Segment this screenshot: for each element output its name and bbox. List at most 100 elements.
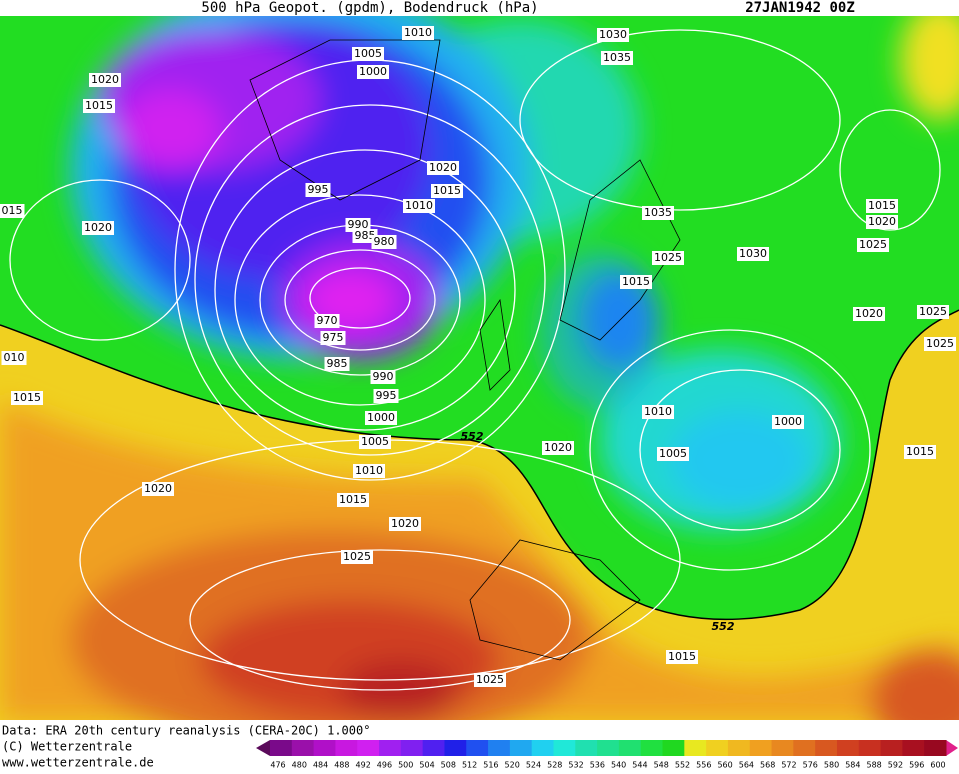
colorbar-swatch bbox=[270, 740, 293, 756]
colorbar-label: 492 bbox=[356, 761, 371, 770]
isobar-label-bg bbox=[352, 229, 378, 243]
isobar-label-bg bbox=[305, 183, 331, 197]
isobar-label: 1030 bbox=[599, 28, 627, 41]
isobar-label-bg bbox=[142, 482, 174, 496]
colorbar-swatch bbox=[902, 740, 925, 756]
colorbar-swatch bbox=[335, 740, 358, 756]
isobar-label-bg bbox=[365, 411, 397, 425]
isobar-label-bg bbox=[82, 221, 114, 235]
isobar-label-bg bbox=[83, 99, 115, 113]
isobar-label: 990 bbox=[348, 218, 369, 231]
isobar-label: 1015 bbox=[868, 199, 896, 212]
colorbar-label: 504 bbox=[419, 761, 434, 770]
colorbar-label: 580 bbox=[824, 761, 839, 770]
isobar-label-bg bbox=[89, 73, 121, 87]
isobar-label: 1000 bbox=[359, 65, 387, 78]
isobar-label-bg bbox=[666, 650, 698, 664]
isobar-label-bg bbox=[917, 305, 949, 319]
isobar-label-bg bbox=[320, 331, 346, 345]
colorbar-swatch bbox=[379, 740, 402, 756]
isobar-label: 1020 bbox=[855, 307, 883, 320]
colorbar-swatch bbox=[880, 740, 903, 756]
isobar-label-bg bbox=[314, 314, 340, 328]
isobar-label-bg bbox=[403, 199, 435, 213]
isobar-label: 1015 bbox=[13, 391, 41, 404]
colorbar-swatch bbox=[357, 740, 380, 756]
colorbar-swatch bbox=[858, 740, 882, 756]
colorbar-swatch bbox=[422, 740, 445, 756]
isobar-label-bg bbox=[924, 337, 956, 351]
isobar-label-bg bbox=[853, 307, 885, 321]
colorbar-swatch bbox=[815, 740, 838, 756]
isobar-label-bg bbox=[352, 47, 384, 61]
colorbar-swatch bbox=[531, 740, 554, 756]
colorbar-swatch bbox=[488, 740, 511, 756]
isobar-label: 1025 bbox=[476, 673, 504, 686]
colorbar-label: 544 bbox=[632, 761, 647, 770]
isobar-label: 995 bbox=[308, 183, 329, 196]
isobar-label: 1015 bbox=[339, 493, 367, 506]
isobar-label: 1015 bbox=[668, 650, 696, 663]
isobar-label-bg bbox=[620, 275, 652, 289]
isobar-label: 015 bbox=[2, 204, 23, 217]
isobar-label: 1010 bbox=[355, 464, 383, 477]
isobar-label: 1010 bbox=[644, 405, 672, 418]
isobar-label: 1035 bbox=[603, 51, 631, 64]
colorbar-label: 584 bbox=[845, 761, 860, 770]
isobar-label: 552 bbox=[461, 430, 484, 443]
colorbar-label: 572 bbox=[781, 761, 796, 770]
isobar-label: 990 bbox=[373, 370, 394, 383]
isobar-label: 1025 bbox=[654, 251, 682, 264]
colorbar-label: 484 bbox=[313, 761, 328, 770]
colorbar-label: 564 bbox=[739, 761, 754, 770]
isobar-label-bg bbox=[359, 435, 391, 449]
colorbar-swatch bbox=[771, 740, 794, 756]
isobar-label-bg bbox=[772, 415, 804, 429]
colorbar-swatch bbox=[727, 740, 751, 756]
colorbar-label: 552 bbox=[675, 761, 690, 770]
isobar-label: 552 bbox=[712, 620, 735, 633]
isobar-label: 1020 bbox=[868, 215, 896, 228]
isobar-label-bg bbox=[1, 351, 27, 365]
colorbar-label: 480 bbox=[292, 761, 307, 770]
isobar-label-bg bbox=[737, 247, 769, 261]
isobar-label: 970 bbox=[317, 314, 338, 327]
footer-copyright: (C) Wetterzentrale bbox=[2, 740, 132, 754]
isobar-label: 1015 bbox=[85, 99, 113, 112]
colorbar-swatch bbox=[575, 740, 598, 756]
isobar-label-bg bbox=[542, 441, 574, 455]
isobar-label-bg bbox=[597, 28, 629, 42]
isobar-label-bg bbox=[642, 405, 674, 419]
isobar-label-bg bbox=[0, 204, 25, 218]
isobar-label: 995 bbox=[376, 389, 397, 402]
colorbar-swatch bbox=[597, 740, 620, 756]
colorbar-label: 476 bbox=[270, 761, 285, 770]
colorbar-swatch bbox=[706, 740, 729, 756]
isobar-label: 1020 bbox=[144, 482, 172, 495]
isobar-label: 1025 bbox=[926, 337, 954, 350]
colorbar-label: 600 bbox=[930, 761, 945, 770]
isobar-label-bg bbox=[642, 206, 674, 220]
colorbar-label: 568 bbox=[760, 761, 775, 770]
isobar-label-bg bbox=[353, 464, 385, 478]
colorbar-swatch bbox=[509, 740, 533, 756]
isobar-label-bg bbox=[652, 251, 684, 265]
colorbar-swatch bbox=[400, 740, 424, 756]
colorbar-label: 532 bbox=[568, 761, 583, 770]
isobar-label: 1025 bbox=[859, 238, 887, 251]
isobar-label: 975 bbox=[323, 331, 344, 344]
colorbar-label: 524 bbox=[526, 761, 541, 770]
map-date: 27JAN1942 00Z bbox=[745, 0, 855, 16]
colorbar-label: 560 bbox=[717, 761, 732, 770]
footer-url: www.wetterzentrale.de bbox=[2, 756, 154, 770]
isobar-label-bg bbox=[427, 161, 459, 175]
colorbar-label: 500 bbox=[398, 761, 413, 770]
isobar-label: 985 bbox=[355, 229, 376, 242]
isobar-label-bg bbox=[474, 673, 506, 687]
colorbar-label: 576 bbox=[803, 761, 818, 770]
colorbar-swatch bbox=[444, 740, 467, 756]
colorbar-label: 488 bbox=[334, 761, 349, 770]
isobar-label: 1010 bbox=[405, 199, 433, 212]
isobar-label: 010 bbox=[4, 351, 25, 364]
